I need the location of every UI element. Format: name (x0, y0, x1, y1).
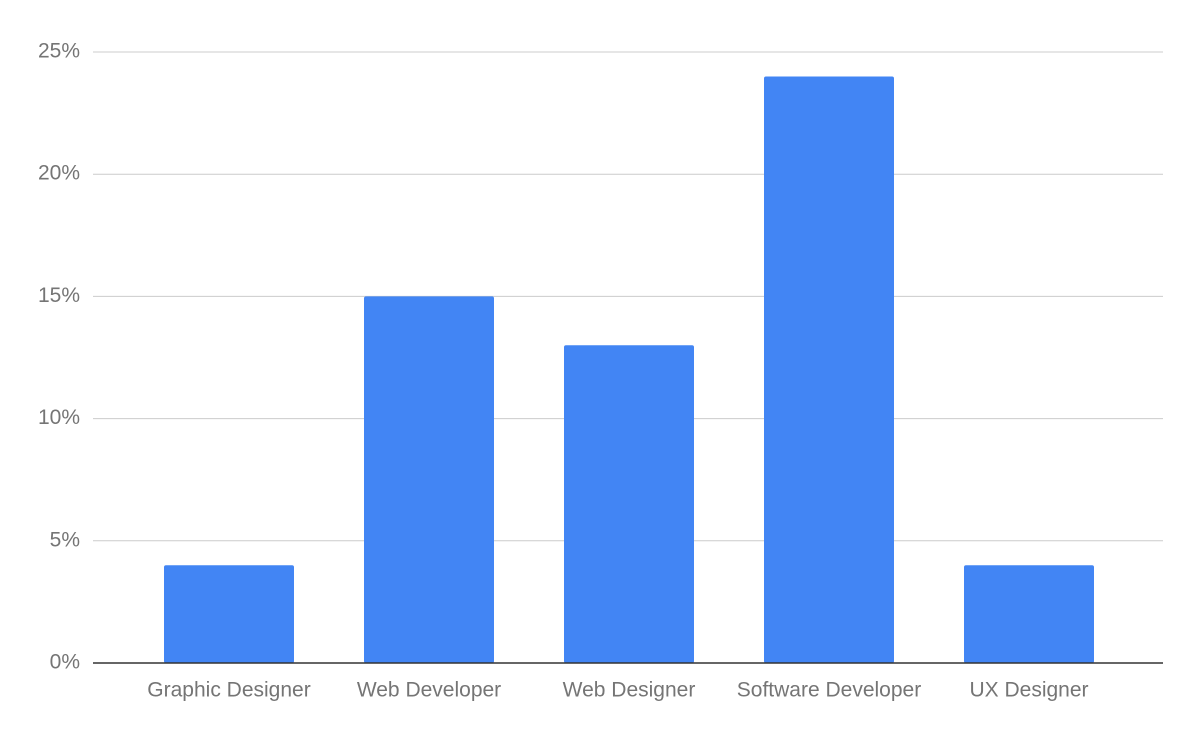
y-tick-label: 0% (50, 651, 80, 674)
y-tick-label: 5% (50, 528, 80, 551)
x-tick-label: Graphic Designer (147, 679, 310, 702)
x-tick-label: Web Developer (357, 679, 501, 702)
y-tick-label: 25% (38, 40, 80, 63)
bar (364, 296, 494, 663)
y-tick-label: 20% (38, 162, 80, 185)
bar (564, 345, 694, 663)
bar (164, 565, 294, 663)
x-tick-label: Web Designer (563, 679, 696, 702)
x-tick-label: UX Designer (969, 679, 1088, 702)
bar (964, 565, 1094, 663)
bar (764, 76, 894, 663)
x-tick-label: Software Developer (737, 679, 921, 702)
y-tick-label: 15% (38, 284, 80, 307)
y-tick-label: 10% (38, 406, 80, 429)
